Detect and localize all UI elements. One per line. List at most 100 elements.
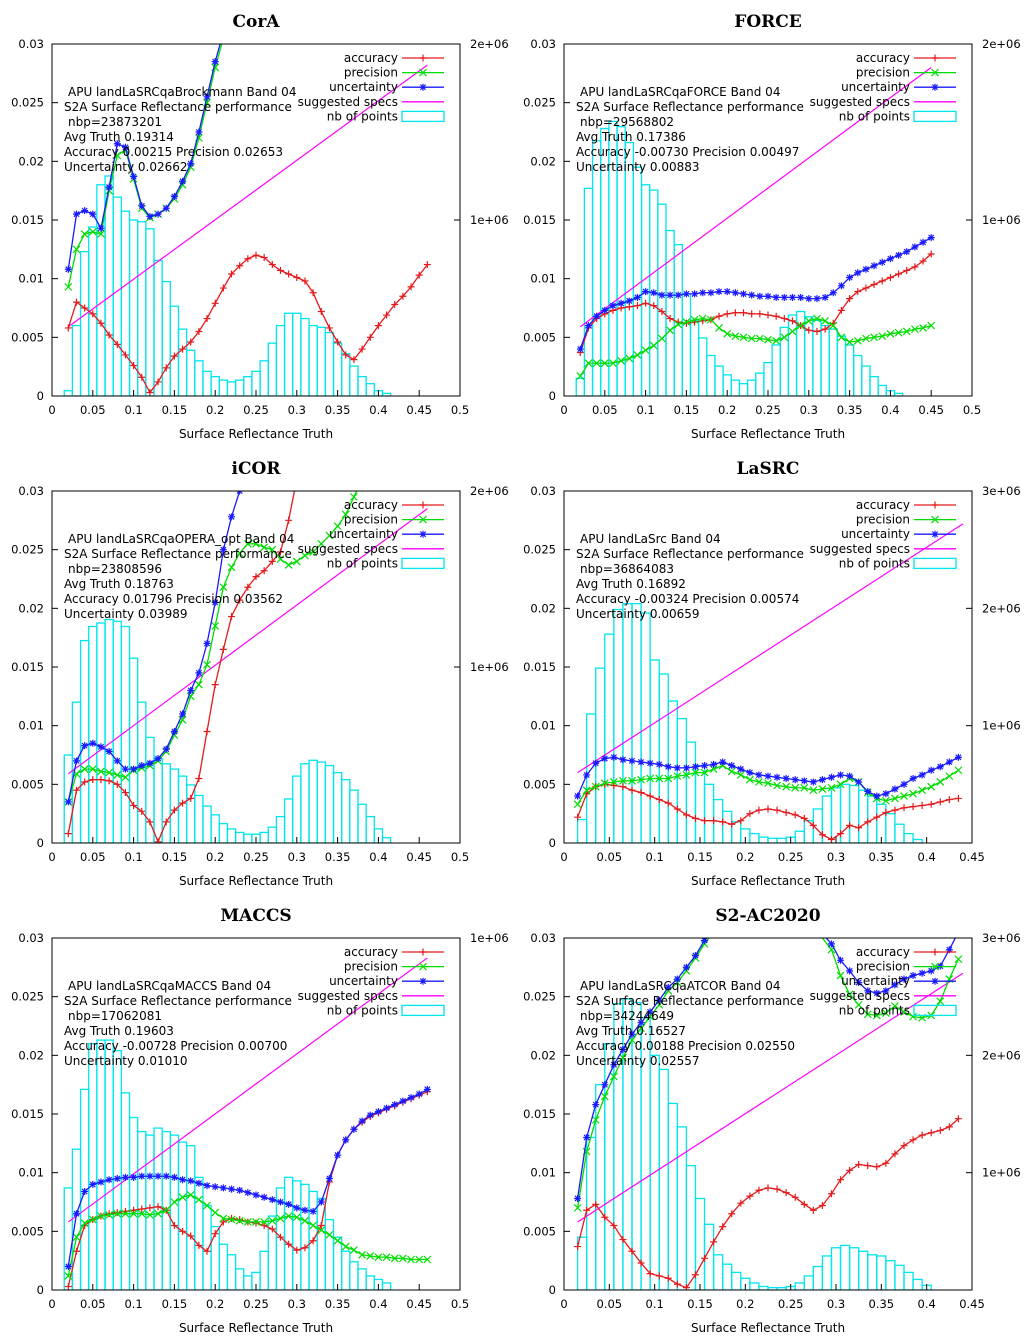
uncertainty-marker <box>407 1094 415 1102</box>
precision-marker <box>609 1072 618 1081</box>
uncertainty-marker <box>138 762 146 770</box>
uncertainty-marker <box>203 93 211 101</box>
histogram-bar <box>746 379 757 396</box>
legend-label: accuracy <box>856 945 910 959</box>
accuracy-marker <box>285 516 293 524</box>
uncertainty-marker <box>780 293 788 301</box>
accuracy-marker <box>658 308 666 316</box>
histogram-bar <box>613 608 624 843</box>
precision-marker <box>927 321 936 330</box>
histogram-bar <box>243 1275 253 1290</box>
histogram-bar <box>96 622 106 843</box>
histogram-bar <box>300 1183 310 1290</box>
legend-label: suggested specs <box>298 95 398 109</box>
accuracy-marker <box>755 1186 763 1194</box>
precision-marker <box>891 794 899 803</box>
x-tick-label: 0.3 <box>827 850 845 864</box>
uncertainty-marker <box>576 345 584 353</box>
legend-label: uncertainty <box>841 527 910 541</box>
histogram-bar <box>234 1268 245 1290</box>
x-tick-label: 0.25 <box>243 1297 269 1311</box>
accuracy-marker <box>633 302 641 310</box>
accuracy-marker <box>827 835 835 843</box>
legend-label: precision <box>344 66 398 80</box>
histogram-bar <box>828 328 839 396</box>
accuracy-marker <box>583 1206 591 1214</box>
precision-marker <box>909 1012 917 1021</box>
accuracy-marker <box>203 315 211 323</box>
accuracy-marker <box>407 283 415 291</box>
uncertainty-marker <box>673 975 681 983</box>
precision-line <box>67 1194 428 1277</box>
x-tick-label: 0.05 <box>80 403 106 417</box>
accuracy-marker <box>772 312 780 320</box>
x-tick-label: 0.05 <box>597 1297 623 1311</box>
histogram-bar <box>185 784 196 843</box>
accuracy-marker <box>179 799 187 807</box>
legend-label: accuracy <box>856 498 910 512</box>
precision-marker <box>64 282 73 291</box>
uncertainty-marker <box>682 290 690 298</box>
accuracy-marker <box>81 778 89 786</box>
uncertainty-marker <box>610 1061 618 1069</box>
histogram-bar <box>703 783 715 843</box>
legend-label: precision <box>856 66 910 80</box>
histogram-bar <box>153 757 163 843</box>
legend-swatch <box>401 1004 445 1017</box>
precision-marker <box>276 555 285 563</box>
histogram-bar <box>112 620 123 843</box>
accuracy-marker <box>691 1271 699 1279</box>
precision-marker <box>609 778 618 786</box>
histogram-bar <box>869 375 879 396</box>
legend-label: suggested specs <box>810 95 910 109</box>
accuracy-marker <box>228 270 236 278</box>
precision-marker <box>88 765 97 774</box>
uncertainty-marker <box>72 1210 80 1218</box>
uncertainty-marker <box>821 293 829 301</box>
histogram-bar <box>234 831 245 843</box>
precision-marker <box>72 1233 81 1242</box>
accuracy-marker <box>862 284 870 292</box>
accuracy-series <box>64 491 296 843</box>
accuracy-marker <box>317 1221 325 1229</box>
accuracy-marker <box>655 1272 663 1280</box>
precision-marker <box>591 782 600 791</box>
precision-marker <box>881 1009 890 1018</box>
accuracy-marker <box>737 817 745 825</box>
y2-axis: 1e+06 2e+06 <box>454 484 509 674</box>
precision-marker <box>359 476 366 483</box>
precision-marker <box>419 962 427 971</box>
y-tick-label: 0.005 <box>523 1224 556 1238</box>
precision-marker <box>936 997 945 1006</box>
uncertainty-marker <box>162 745 170 753</box>
uncertainty-marker <box>64 265 72 273</box>
histogram-bar <box>848 1247 860 1290</box>
precision-marker <box>268 545 277 554</box>
uncertainty-marker <box>814 925 821 932</box>
accuracy-marker <box>927 1129 935 1137</box>
uncertainty-marker <box>419 83 427 91</box>
uncertainty-marker <box>931 83 939 91</box>
precision-marker <box>80 230 89 239</box>
precision-series <box>64 1191 432 1280</box>
accuracy-marker <box>301 277 309 285</box>
info-line: Avg Truth 0.18763 <box>64 577 174 591</box>
accuracy-marker <box>805 326 813 334</box>
precision-marker <box>829 321 838 330</box>
uncertainty-marker <box>878 258 886 266</box>
legend-swatch <box>913 557 957 570</box>
y-tick-label: 0.02 <box>530 1048 556 1062</box>
precision-marker <box>891 1002 899 1010</box>
accuracy-marker <box>710 1238 718 1246</box>
legend-label: nb of points <box>327 556 398 570</box>
x-tick-label: 0.25 <box>243 403 269 417</box>
accuracy-marker <box>195 1241 203 1249</box>
precision-marker <box>927 782 936 791</box>
uncertainty-marker <box>862 265 870 273</box>
histogram-bar <box>137 701 147 843</box>
accuracy-marker <box>809 821 817 829</box>
histogram-bar <box>202 370 212 396</box>
histogram-bar <box>758 1285 769 1290</box>
uncertainty-marker <box>179 710 187 718</box>
